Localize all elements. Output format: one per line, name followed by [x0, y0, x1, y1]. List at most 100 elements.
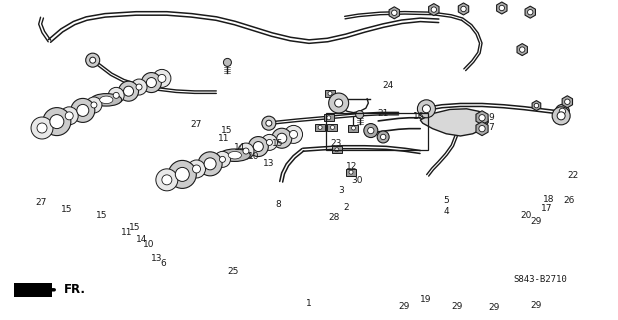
- Circle shape: [50, 115, 64, 129]
- Circle shape: [262, 116, 276, 130]
- Circle shape: [499, 5, 504, 11]
- Circle shape: [86, 97, 102, 113]
- Text: 25: 25: [227, 267, 239, 276]
- Polygon shape: [459, 3, 468, 15]
- Text: 16: 16: [413, 112, 425, 121]
- Text: 24: 24: [382, 81, 393, 90]
- Text: 13: 13: [263, 159, 274, 168]
- Polygon shape: [420, 109, 488, 136]
- Text: 30: 30: [351, 176, 363, 185]
- Text: 29: 29: [530, 301, 541, 310]
- Text: 29: 29: [451, 302, 462, 311]
- Circle shape: [91, 102, 97, 108]
- Polygon shape: [14, 283, 52, 297]
- Circle shape: [328, 92, 332, 95]
- Circle shape: [253, 141, 263, 152]
- Circle shape: [352, 126, 355, 130]
- Text: 27: 27: [36, 198, 47, 207]
- Circle shape: [335, 148, 339, 152]
- Circle shape: [364, 124, 378, 138]
- Circle shape: [327, 116, 331, 120]
- Text: 26: 26: [564, 196, 575, 205]
- Circle shape: [187, 160, 206, 178]
- Polygon shape: [476, 111, 488, 125]
- Text: 2: 2: [343, 203, 349, 212]
- Polygon shape: [525, 6, 535, 18]
- Text: 11: 11: [121, 228, 132, 237]
- Circle shape: [146, 77, 156, 88]
- Circle shape: [329, 93, 349, 113]
- Circle shape: [156, 169, 178, 191]
- Text: 11: 11: [218, 134, 229, 143]
- Circle shape: [193, 165, 200, 173]
- Text: 13: 13: [151, 254, 163, 263]
- Circle shape: [243, 148, 249, 154]
- Circle shape: [335, 99, 342, 107]
- Circle shape: [377, 131, 389, 143]
- Text: 8: 8: [275, 200, 281, 209]
- Circle shape: [37, 123, 47, 133]
- FancyBboxPatch shape: [328, 124, 337, 131]
- Text: 15: 15: [272, 139, 284, 148]
- Circle shape: [479, 115, 485, 121]
- Circle shape: [261, 134, 277, 150]
- Text: 14: 14: [234, 143, 245, 152]
- Circle shape: [162, 175, 172, 185]
- Polygon shape: [389, 7, 399, 19]
- Polygon shape: [532, 100, 541, 111]
- Polygon shape: [429, 4, 439, 16]
- Text: 20: 20: [520, 211, 531, 220]
- Circle shape: [136, 84, 142, 90]
- Text: 29: 29: [530, 217, 541, 226]
- Circle shape: [534, 103, 539, 108]
- Text: 7: 7: [488, 124, 494, 132]
- Text: 1: 1: [306, 300, 311, 308]
- Text: S843-B2710: S843-B2710: [513, 276, 567, 284]
- Ellipse shape: [228, 151, 242, 159]
- Text: 4: 4: [444, 207, 449, 216]
- Text: 15: 15: [96, 211, 108, 220]
- Circle shape: [290, 130, 297, 138]
- Text: 23: 23: [331, 139, 342, 148]
- Text: 5: 5: [444, 196, 449, 205]
- Text: 6: 6: [161, 260, 166, 268]
- Circle shape: [238, 143, 254, 159]
- Circle shape: [219, 156, 226, 162]
- Circle shape: [71, 98, 95, 122]
- Text: 15: 15: [221, 126, 233, 135]
- Text: 19: 19: [420, 295, 432, 304]
- Polygon shape: [517, 44, 527, 56]
- Circle shape: [153, 69, 171, 87]
- Circle shape: [423, 105, 430, 113]
- Circle shape: [417, 100, 436, 118]
- Text: FR.: FR.: [64, 283, 86, 296]
- Text: 22: 22: [567, 171, 578, 180]
- FancyBboxPatch shape: [315, 124, 325, 131]
- Text: 27: 27: [190, 120, 201, 129]
- Text: 10: 10: [143, 240, 155, 249]
- Circle shape: [368, 127, 374, 134]
- Ellipse shape: [91, 93, 122, 106]
- Text: 17: 17: [541, 204, 552, 213]
- Circle shape: [168, 160, 197, 188]
- Circle shape: [248, 137, 268, 156]
- Circle shape: [66, 112, 73, 120]
- Circle shape: [124, 86, 133, 96]
- Circle shape: [284, 125, 303, 143]
- Circle shape: [552, 107, 570, 125]
- Text: 21: 21: [377, 109, 388, 118]
- Circle shape: [90, 57, 96, 63]
- Circle shape: [142, 73, 161, 92]
- Text: 28: 28: [329, 213, 340, 222]
- Text: 29: 29: [399, 302, 410, 311]
- Circle shape: [119, 81, 138, 101]
- Circle shape: [198, 152, 222, 176]
- Circle shape: [131, 79, 147, 95]
- Text: 18: 18: [543, 195, 554, 204]
- Polygon shape: [497, 2, 507, 14]
- Circle shape: [356, 110, 363, 118]
- Circle shape: [431, 7, 436, 12]
- Ellipse shape: [99, 96, 113, 104]
- Circle shape: [108, 87, 124, 103]
- Circle shape: [158, 74, 166, 82]
